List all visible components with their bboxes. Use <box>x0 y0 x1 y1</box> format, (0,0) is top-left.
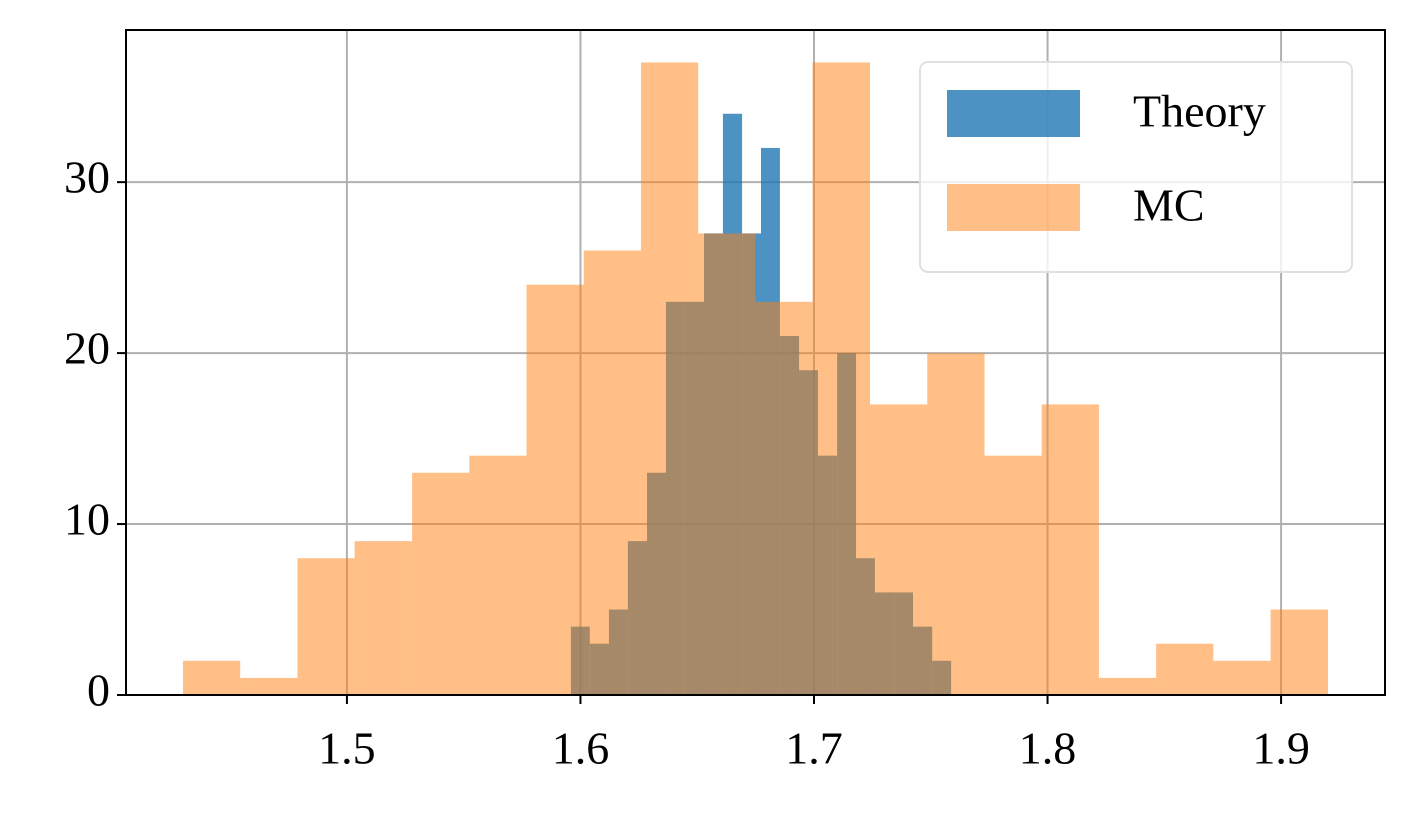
y-tick-label: 30 <box>64 152 110 203</box>
bar <box>1213 660 1271 695</box>
x-tick-label: 1.8 <box>1019 723 1077 774</box>
bar <box>1041 404 1099 695</box>
y-tick-label: 0 <box>87 665 110 716</box>
axes-frame <box>125 29 1386 696</box>
legend-swatch <box>947 90 1080 137</box>
bar <box>583 250 641 696</box>
bar <box>640 62 699 696</box>
bar <box>984 455 1042 695</box>
plot-area <box>182 62 1329 696</box>
y-tick-label: 10 <box>64 494 110 545</box>
bar <box>1270 609 1329 695</box>
x-tick-label: 1.5 <box>318 723 376 774</box>
bar <box>812 62 871 696</box>
x-tick-label: 1.7 <box>785 723 843 774</box>
bar <box>870 404 928 695</box>
x-tick-label: 1.6 <box>552 723 610 774</box>
legend-label: Theory <box>1133 86 1266 137</box>
legend-label: MC <box>1133 180 1205 231</box>
bar <box>354 541 413 695</box>
bar <box>1156 643 1214 695</box>
bar <box>927 353 985 695</box>
y-tick-label: 20 <box>64 323 110 374</box>
bar <box>755 301 813 695</box>
legend: Theory MC <box>919 61 1353 273</box>
legend-swatch <box>947 184 1080 231</box>
bar <box>526 284 584 695</box>
bar <box>297 558 355 695</box>
bar <box>469 455 527 695</box>
bar <box>240 677 298 695</box>
bar <box>182 660 241 695</box>
bar <box>698 233 756 695</box>
bar <box>1098 677 1157 695</box>
x-tick-label: 1.9 <box>1252 723 1310 774</box>
bar <box>412 472 470 695</box>
